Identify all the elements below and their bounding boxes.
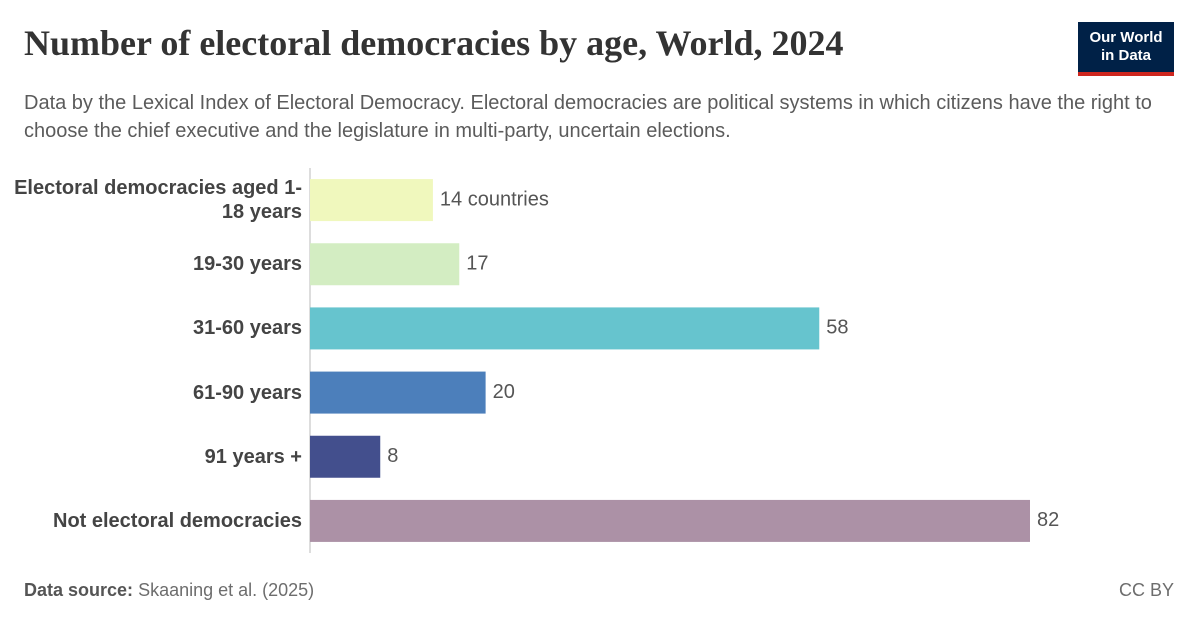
category-label: 19-30 years <box>193 253 302 276</box>
source-label: Data source: <box>24 580 134 600</box>
license[interactable]: CC BY <box>1118 580 1174 600</box>
value-label: 14 countries <box>440 188 549 210</box>
bar <box>310 243 460 286</box>
chart-subtitle: Data by the Lexical Index of Electoral D… <box>24 92 1152 142</box>
bar <box>310 435 381 478</box>
source-note: Data source: Skaaning et al. (2025) <box>24 580 314 601</box>
value-label: 8 <box>387 445 398 467</box>
value-label: 58 <box>826 317 848 339</box>
bar <box>310 179 433 222</box>
category-label: 31-60 years <box>193 317 302 340</box>
chart-title: Number of electoral democracies by age, … <box>24 23 844 63</box>
value-label: 82 <box>1037 509 1059 531</box>
bar <box>310 499 1030 542</box>
category-label: Electoral democracies aged 1-18 years <box>14 177 302 224</box>
category-label: 61-90 years <box>193 381 302 404</box>
logo[interactable]: Our World in Data <box>1078 22 1174 76</box>
bar <box>310 307 820 350</box>
bar <box>310 371 486 414</box>
value-label: 20 <box>493 381 515 403</box>
value-label: 17 <box>466 253 488 275</box>
category-label: 91 years + <box>204 445 302 468</box>
category-label: Not electoral democracies <box>53 509 302 532</box>
source: Skaaning et al. (2025) <box>138 580 315 600</box>
